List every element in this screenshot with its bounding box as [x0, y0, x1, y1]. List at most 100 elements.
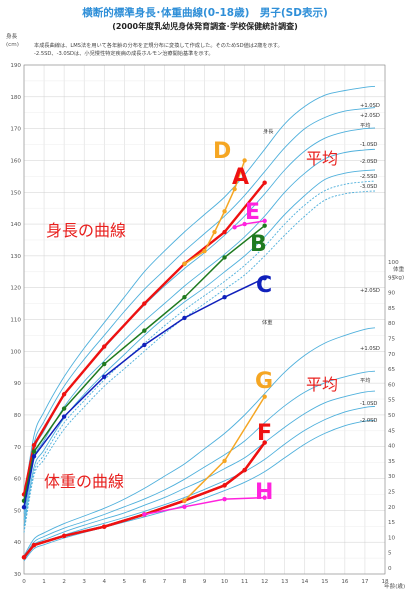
series-C-height-point: [182, 315, 187, 321]
series-C-height-point: [61, 414, 67, 419]
series-B-height-point: [31, 449, 37, 454]
height-sd-label: -2.0SD: [360, 159, 377, 165]
weight-tick-label: 50: [388, 413, 396, 419]
series-F-weight-point: [102, 524, 107, 529]
height-sd-label: +1.0SD: [360, 103, 380, 109]
series-F-label: F: [257, 421, 272, 446]
series-C-height-line: [23, 277, 265, 508]
age-tick-label: 8: [183, 579, 187, 585]
series-A-height-point: [102, 344, 107, 349]
series-C-height-point: [262, 275, 267, 281]
series-A-height-point: [142, 301, 147, 306]
series-F-weight-point: [242, 467, 247, 473]
weight-tick-label: 80: [388, 321, 396, 327]
series-H-weight-point: [262, 495, 267, 500]
annotation-height-mean: 平均: [306, 149, 338, 168]
height-ref-curve: [23, 148, 376, 520]
series-C-height-point: [21, 504, 27, 510]
weight-tick-label: 55: [388, 398, 396, 404]
series-H-weight-point: [222, 496, 227, 502]
series-B-height-point: [222, 255, 227, 260]
weight-tick-label: 5: [388, 551, 392, 557]
series-G-weight-point: [222, 458, 227, 464]
series-B-height-point: [142, 328, 147, 333]
reference-curves: [23, 85, 376, 562]
weight-tick-label: 65: [388, 367, 396, 373]
weight-tick-label: 0: [388, 566, 392, 572]
height-tick-label: 190: [10, 63, 21, 69]
weight-tick-label: 45: [388, 428, 396, 434]
weight-tick-label: 10: [388, 535, 396, 541]
series-D-height-line: [184, 160, 246, 265]
age-tick-label: 6: [143, 579, 147, 585]
age-tick-label: 16: [341, 579, 349, 585]
height-tick-label: 70: [14, 445, 22, 451]
series-F-weight-point: [21, 555, 27, 560]
age-tick-label: 15: [321, 579, 329, 585]
series-D-height-point: [212, 229, 217, 235]
weight-tick-label: 70: [388, 352, 396, 358]
height-ref-curve: [23, 127, 376, 514]
series-B-height-point: [61, 406, 67, 411]
series-F-weight-point: [262, 440, 267, 445]
series-H-label: H: [255, 480, 273, 505]
annotation-weight-curve: 体重の曲線: [44, 472, 124, 491]
sd-labels: +2.0SD +1.0SD 平均 -1.0SD -2.0SD -2.5SD -3.0SD +2…: [360, 103, 380, 424]
age-tick-label: 4: [102, 579, 106, 585]
weight-ref-curve: [23, 327, 376, 557]
height-tick-label: 180: [10, 95, 21, 101]
series-C-label: C: [256, 273, 272, 298]
child-labels: A BC D E F G H: [213, 139, 273, 505]
height-tick-label: 90: [14, 381, 22, 387]
height-tick-label: 30: [14, 572, 22, 578]
height-axis-label: 身長: [6, 32, 18, 40]
age-tick-label: 10: [221, 579, 229, 585]
series-G-weight-point: [182, 498, 187, 503]
series-G-label: G: [255, 369, 273, 394]
series-C-height-point: [102, 374, 107, 379]
age-tick-label: 3: [82, 579, 86, 585]
height-tick-label: 160: [10, 158, 21, 164]
series-A-height-point: [262, 180, 267, 185]
series-D-height-point: [232, 186, 237, 192]
height-tick-label: 150: [10, 190, 21, 196]
age-tick-label: 0: [22, 579, 26, 585]
weight-tick-label: 15: [388, 520, 396, 526]
series-A-height-point: [61, 392, 67, 397]
age-tick-label: 13: [281, 579, 289, 585]
weight-section-label: 体重: [262, 318, 272, 326]
series-A-height-point: [222, 229, 227, 235]
weight-ref-curve: [23, 419, 376, 562]
age-tick-label: 17: [361, 579, 369, 585]
age-tick-label: 2: [62, 579, 66, 585]
height-ref-curve: [23, 85, 376, 500]
series-D-height-point: [182, 261, 187, 267]
note-line-1: 本成長曲線は、LMS法を用いて各年齢の分布を正規分布に変換して作成した。そのため…: [34, 41, 283, 49]
series-G-weight-point: [262, 394, 267, 399]
series-D-height-point: [242, 158, 247, 163]
series-B-height-point: [182, 295, 187, 300]
annotation-height-curve: 身長の曲線: [46, 221, 126, 240]
age-tick-label: 18: [381, 579, 389, 585]
weight-ref-curve: [23, 370, 376, 558]
chart-grid: [23, 64, 386, 575]
age-tick-label: 12: [261, 579, 268, 585]
height-tick-label: 80: [14, 413, 22, 419]
height-ref-curve: [23, 190, 376, 533]
age-tick-label: 1: [42, 579, 46, 585]
height-tick-label: 140: [10, 222, 21, 228]
weight-tick-label: 40: [388, 444, 396, 450]
height-tick-label: 170: [10, 127, 21, 133]
series-H-weight-point: [182, 504, 187, 509]
age-tick-label: 11: [241, 579, 249, 585]
height-sd-label: +2.0SD: [360, 113, 380, 119]
weight-axis-label: 体重: [393, 265, 405, 273]
age-tick-label: 7: [163, 579, 167, 585]
height-ref-curve: [23, 107, 376, 506]
weight-sd-label: +1.0SD: [360, 346, 380, 352]
series-E-height-point: [242, 221, 247, 227]
height-sd-label: -2.5SD: [360, 174, 377, 180]
series-C-height-point: [222, 295, 227, 300]
weight-tick-label: 60: [388, 382, 396, 388]
